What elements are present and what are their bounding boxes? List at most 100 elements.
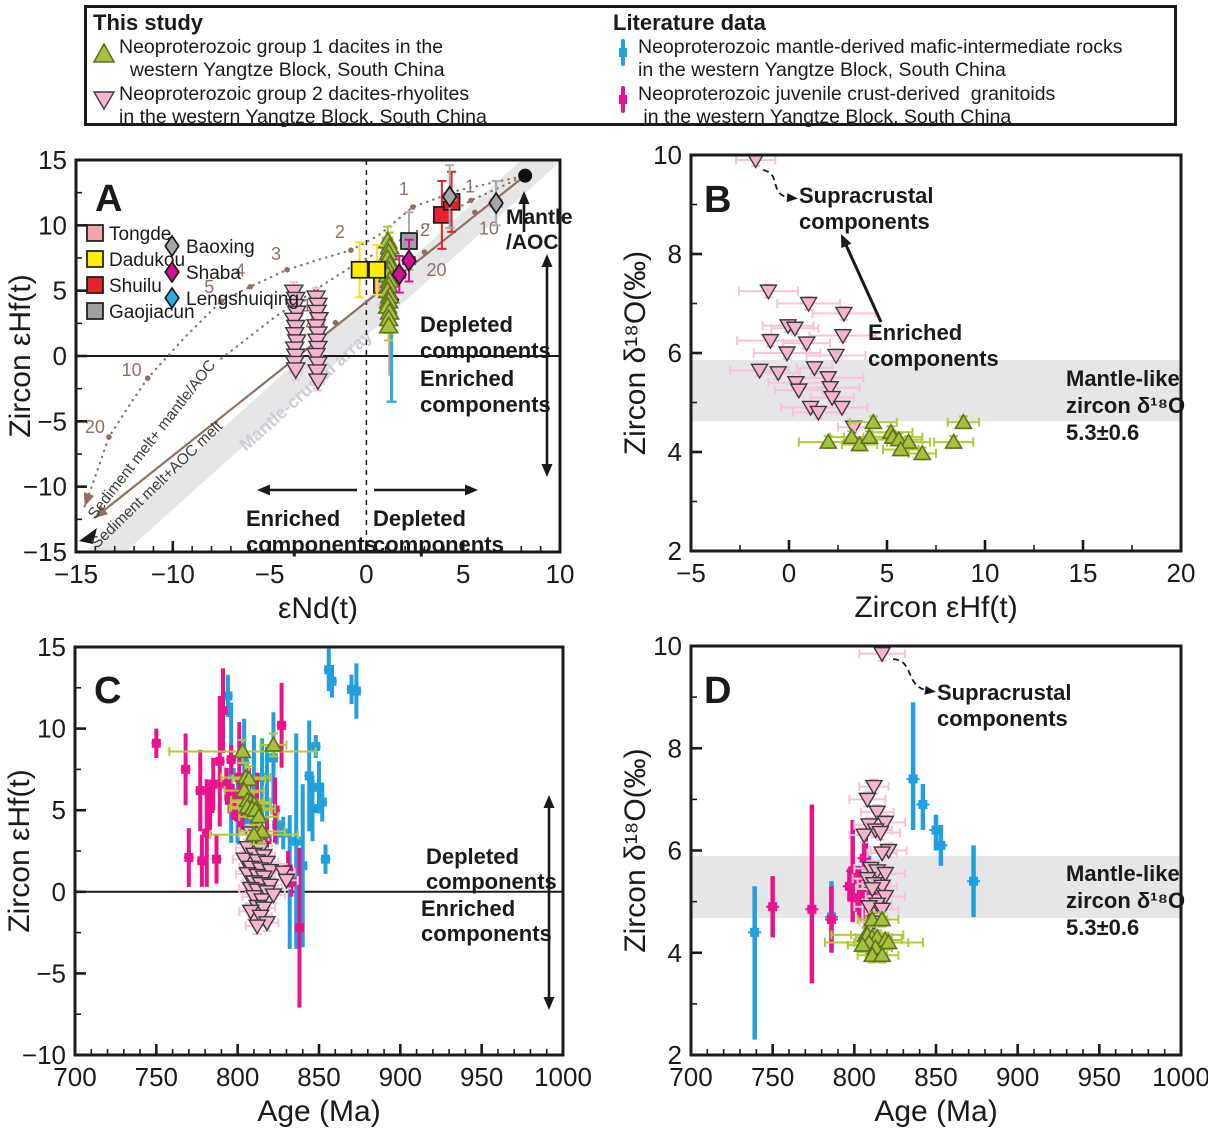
panel-d: 700 750 800 850 900 950 1000 2 4 6 8 10 Age (Ma) Zirc…	[619, 631, 1208, 1128]
svg-text:950: 950	[460, 1062, 503, 1092]
svg-text:10: 10	[38, 210, 67, 240]
series-mantle-aoc	[518, 168, 533, 183]
group1-triangle-icon	[92, 42, 116, 63]
legend-item-granitoid-line1: Neoproterozoic juvenile crust-derived gr…	[638, 83, 1056, 105]
svg-text:10: 10	[653, 140, 682, 170]
legend-item-group1-line1: Neoproterozoic group 1 dacites in the	[119, 36, 444, 58]
legend-item-group2-line1: Neoproterozoic group 2 dacites-rhyolites	[119, 83, 470, 105]
svg-text:Supracrustal: Supracrustal	[937, 680, 1072, 705]
svg-text:Zircon δ¹⁸O(‰): Zircon δ¹⁸O(‰)	[619, 748, 652, 952]
svg-text:components: components	[246, 532, 377, 557]
svg-text:Zircon δ¹⁸O(‰): Zircon δ¹⁸O(‰)	[619, 251, 652, 455]
svg-text:components: components	[937, 706, 1068, 731]
svg-text:20: 20	[426, 260, 446, 280]
svg-text:0: 0	[359, 559, 373, 589]
legend-item-group2-line2: in the western Yangtze Block, South Chin…	[119, 106, 487, 128]
svg-text:Tongde: Tongde	[109, 224, 171, 245]
errorbar-dot-glyph	[619, 95, 627, 104]
panel-a: Mantle-crustal array2010543211021402010−…	[4, 145, 575, 625]
svg-text:Zircon εHf(t): Zircon εHf(t)	[3, 769, 36, 932]
svg-text:components: components	[421, 921, 552, 946]
mafic-errorbar-icon	[619, 39, 627, 66]
series-group1-dacites	[797, 413, 981, 461]
svg-text:15: 15	[1069, 558, 1098, 588]
inner-legend-item-gaojiacun: Gaojiacun	[86, 302, 195, 323]
svg-text:Shaba: Shaba	[186, 263, 241, 284]
svg-text:950: 950	[1078, 1062, 1121, 1092]
legend-title-this-study: This study	[93, 10, 204, 35]
svg-text:1000: 1000	[534, 1062, 592, 1092]
svg-text:5.3±0.6: 5.3±0.6	[1066, 915, 1139, 940]
svg-text:10: 10	[653, 631, 682, 661]
svg-text:1: 1	[399, 179, 409, 199]
inner-legend-item-shuilu: Shuilu	[86, 276, 162, 297]
svg-text:0: 0	[53, 341, 67, 371]
inner-legend-item-dadukou: Dadukou	[86, 250, 185, 271]
inner-legend-item-shaba: Shaba	[164, 260, 241, 284]
errorbar-dot-glyph	[619, 48, 627, 57]
svg-text:800: 800	[216, 1062, 259, 1092]
svg-text:10: 10	[546, 559, 575, 589]
svg-text:6: 6	[668, 836, 682, 866]
inner-legend-item-tongde: Tongde	[86, 224, 171, 245]
inner-legend-item-lengshuiqing: Lengshuiqing	[164, 286, 299, 310]
svg-text:10: 10	[122, 360, 142, 380]
svg-text:B: B	[704, 179, 731, 221]
svg-text:components: components	[373, 532, 504, 557]
svg-text:Age (Ma): Age (Ma)	[257, 1095, 380, 1128]
series-shaba	[391, 238, 417, 294]
svg-text:D: D	[704, 670, 731, 712]
svg-text:Mantle-like: Mantle-like	[1066, 366, 1180, 391]
legend-title-literature: Literature data	[613, 10, 766, 35]
svg-text:10: 10	[479, 218, 499, 238]
svg-text:4: 4	[235, 261, 245, 281]
svg-text:5.3±0.6: 5.3±0.6	[1066, 420, 1139, 445]
inner-legend-item-baoxing: Baoxing	[164, 234, 255, 258]
svg-text:20: 20	[1167, 558, 1196, 588]
svg-text:Zircon εHf(t): Zircon εHf(t)	[854, 591, 1017, 624]
svg-text:0: 0	[52, 877, 66, 907]
svg-text:A: A	[95, 178, 122, 220]
svg-text:εNd(t): εNd(t)	[278, 592, 358, 625]
svg-text:4: 4	[668, 938, 682, 968]
series-dadukou	[350, 241, 386, 299]
svg-text:750: 750	[751, 1062, 794, 1092]
panel-d-axes: 700 750 800 850 900 950 1000 2 4 6 8 10 Age (Ma) Zirc…	[619, 631, 1208, 1128]
series-group2-rhyolites	[729, 155, 878, 437]
svg-text:2: 2	[668, 536, 682, 566]
svg-text:800: 800	[833, 1062, 876, 1092]
svg-text:15: 15	[38, 145, 67, 175]
panel-b-plot-area	[691, 155, 1181, 461]
svg-text:components: components	[420, 392, 551, 417]
legend-item-granitoid-line2: in the western Yangtze Block, South Chin…	[638, 106, 1012, 128]
svg-text:5: 5	[456, 559, 470, 589]
mixing-curve	[83, 174, 527, 508]
svg-text:−15: −15	[54, 559, 98, 589]
svg-text:850: 850	[297, 1062, 340, 1092]
svg-text:Dadukou: Dadukou	[109, 250, 185, 271]
svg-text:4: 4	[668, 437, 682, 467]
svg-text:Depleted: Depleted	[426, 844, 519, 869]
series-group2-dacites	[283, 281, 330, 392]
series-mafic-literature	[748, 702, 981, 1040]
svg-text:−5: −5	[36, 958, 66, 988]
svg-text:Depleted: Depleted	[373, 506, 466, 531]
svg-text:10: 10	[971, 558, 1000, 588]
group2-triangle-icon	[92, 91, 116, 111]
svg-text:700: 700	[53, 1062, 96, 1092]
svg-text:10: 10	[37, 714, 66, 744]
svg-text:8: 8	[668, 733, 682, 763]
svg-text:900: 900	[996, 1062, 1039, 1092]
svg-text:5: 5	[880, 558, 894, 588]
svg-text:1000: 1000	[1152, 1062, 1208, 1092]
svg-text:C: C	[94, 670, 121, 712]
panel-c-axes: 700 750 800 850 900 950 1000 −10 −5 0 5 10 15 Age (Ma…	[3, 632, 592, 1128]
svg-text:components: components	[868, 346, 999, 371]
svg-text:components: components	[426, 869, 557, 894]
svg-text:−10: −10	[23, 472, 67, 502]
svg-text:Mantle-like: Mantle-like	[1066, 861, 1180, 886]
svg-text:5: 5	[204, 277, 214, 297]
